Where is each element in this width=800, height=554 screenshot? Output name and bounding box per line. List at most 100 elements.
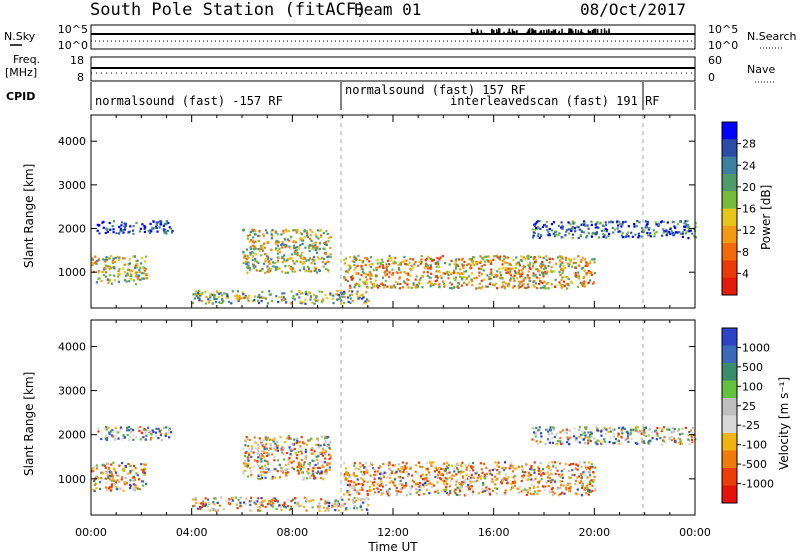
echo-cell — [569, 260, 572, 263]
echo-cell — [501, 467, 504, 470]
echo-cell — [309, 244, 312, 247]
echo-cell — [275, 295, 278, 298]
echo-cell — [140, 468, 143, 471]
echo-cell — [277, 252, 280, 255]
echo-cell — [426, 281, 429, 284]
echo-cell — [507, 476, 510, 479]
echo-cell — [363, 480, 366, 483]
echo-cell — [110, 472, 113, 475]
echo-cell — [114, 434, 117, 437]
echo-cell — [483, 263, 486, 267]
echo-cell — [108, 221, 111, 225]
echo-cell — [554, 230, 558, 233]
echo-cell — [310, 474, 313, 477]
echo-cell — [524, 488, 527, 491]
echo-cell — [129, 278, 132, 281]
echo-cell — [112, 461, 115, 464]
echo-cell — [646, 234, 650, 237]
echo-cell — [209, 294, 212, 297]
echo-cell — [123, 270, 126, 274]
echo-cell — [95, 281, 98, 284]
echo-cell — [329, 253, 332, 256]
echo-cell — [93, 489, 96, 492]
echo-cell — [359, 506, 362, 509]
echo-cell — [418, 281, 421, 284]
echo-cell — [546, 234, 549, 237]
echo-cell — [545, 481, 548, 484]
echo-cell — [503, 469, 506, 472]
echo-cell — [535, 282, 538, 285]
echo-cell — [581, 266, 584, 269]
echo-cell — [576, 439, 579, 442]
echo-cell — [353, 496, 356, 499]
echo-cell — [562, 484, 565, 487]
echo-cell — [552, 479, 556, 482]
echo-cell — [113, 274, 116, 277]
echo-cell — [584, 426, 587, 429]
echo-cell — [325, 243, 328, 246]
echo-cell — [462, 266, 465, 269]
echo-cell — [242, 462, 246, 465]
echo-cell — [587, 282, 590, 285]
echo-cell — [465, 283, 468, 286]
echo-cell — [421, 478, 425, 481]
echo-cell — [369, 265, 372, 269]
echo-cell — [273, 455, 276, 458]
echo-cell — [259, 477, 262, 481]
echo-cell — [515, 467, 518, 470]
echo-cell — [576, 476, 579, 479]
echo-cell — [533, 431, 536, 434]
echo-cell — [302, 466, 305, 469]
echo-cell — [529, 267, 532, 271]
echo-cell — [242, 261, 245, 264]
echo-cell — [292, 449, 295, 452]
echo-cell — [356, 478, 359, 481]
echo-cell — [399, 483, 402, 486]
echo-cell — [636, 426, 639, 429]
echo-cell — [676, 231, 679, 234]
echo-cell — [460, 276, 464, 279]
echo-cell — [244, 440, 248, 443]
echo-cell — [617, 224, 620, 227]
echo-cell — [526, 274, 529, 277]
echo-cell — [566, 262, 569, 265]
echo-cell — [428, 471, 431, 474]
echo-cell — [564, 256, 567, 259]
echo-cell — [512, 486, 515, 489]
echo-cell — [489, 259, 492, 262]
echo-cell — [550, 488, 553, 491]
echo-cell — [433, 470, 436, 473]
echo-cell — [432, 283, 435, 287]
echo-cell — [447, 273, 450, 277]
echo-cell — [119, 429, 122, 432]
echo-cell — [582, 231, 586, 234]
echo-cell — [581, 433, 584, 436]
echo-cell — [159, 432, 162, 435]
echo-cell — [108, 470, 111, 473]
echo-cell — [284, 260, 287, 263]
echo-cell — [542, 472, 545, 475]
echo-cell — [108, 265, 111, 268]
echo-cell — [483, 473, 486, 476]
echo-cell — [458, 494, 461, 497]
echo-cell — [207, 298, 210, 301]
echo-cell — [367, 299, 370, 302]
echo-cell — [268, 263, 271, 266]
echo-cell — [270, 258, 273, 261]
echo-cell — [193, 297, 196, 300]
echo-cell — [476, 263, 479, 266]
echo-cell — [483, 278, 486, 281]
echo-cell — [511, 481, 515, 484]
echo-cell — [550, 265, 553, 268]
echo-cell — [248, 240, 251, 243]
echo-cell — [627, 225, 630, 228]
nsky-label: N.Sky — [4, 30, 36, 43]
echo-cell — [282, 452, 285, 455]
echo-cell — [464, 464, 467, 467]
echo-cell — [579, 461, 582, 464]
echo-cell — [271, 453, 274, 456]
echo-cell — [328, 469, 331, 472]
echo-cell — [529, 488, 532, 491]
echo-cell — [322, 298, 325, 301]
echo-cell — [127, 231, 130, 234]
